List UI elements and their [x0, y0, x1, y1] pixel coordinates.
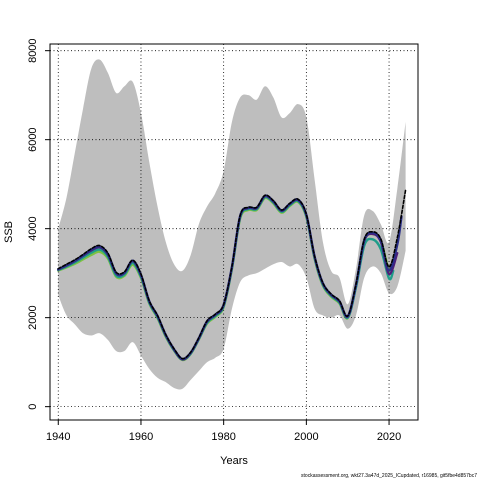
y-tick-label: 4000: [27, 216, 39, 240]
y-tick-label: 6000: [27, 127, 39, 151]
x-tick-label: 1940: [46, 431, 70, 443]
x-tick-label: 2020: [377, 431, 401, 443]
confidence-band: [58, 59, 406, 390]
plot-frame: [49, 43, 419, 421]
x-axis-title: Years: [220, 455, 248, 467]
confidence-band-layer: [58, 59, 406, 390]
series-line-1: [57, 189, 407, 360]
y-axis-title: SSB: [3, 221, 15, 243]
x-tick-label: 1980: [211, 431, 235, 443]
x-tick-label: 1960: [129, 431, 153, 443]
y-tick-label: 0: [27, 404, 39, 410]
y-tick-label: 8000: [27, 38, 39, 62]
y-tick-label: 2000: [27, 305, 39, 329]
x-axis: 1940 1960 1980 2000 2020: [46, 420, 401, 443]
y-axis: 0 2000 4000 6000 8000: [27, 38, 50, 410]
x-tick-label: 2000: [294, 431, 318, 443]
footnote: stockassessment.org, wkt27.3a47d_2025_IC…: [301, 473, 477, 479]
series-layer: [57, 189, 407, 362]
